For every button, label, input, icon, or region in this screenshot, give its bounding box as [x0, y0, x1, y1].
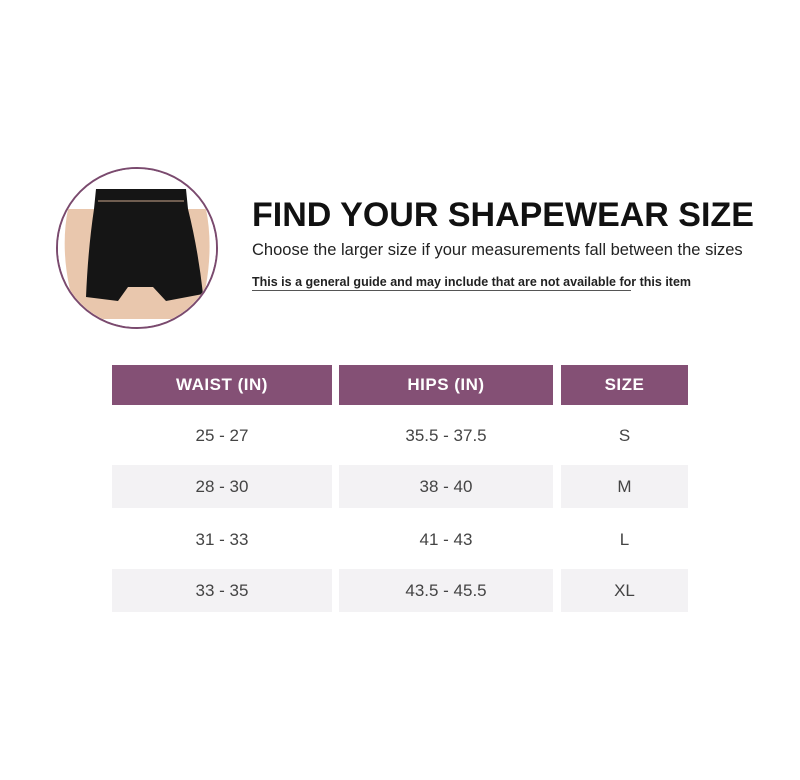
size-cell: S [618, 426, 631, 445]
waist-cell: 25 - 27 [195, 426, 249, 445]
waist-cell: 33 - 35 [112, 569, 332, 612]
hips-cell: 43.5 - 45.5 [339, 569, 553, 612]
disclaimer-rest: r this item [631, 275, 692, 289]
hips-cell: 38 - 40 [339, 465, 553, 508]
size-cell: L [619, 530, 630, 549]
waist-cell: 31 - 33 [195, 530, 249, 549]
shapewear-illustration [58, 169, 216, 327]
disclaimer-note: This is a general guide and may include … [252, 275, 692, 291]
subtitle: Choose the larger size if your measureme… [252, 241, 743, 259]
column-header-waist: WAIST (IN) [112, 365, 332, 405]
disclaimer-underlined: This is a general guide and may include … [252, 275, 632, 291]
column-header-hips: HIPS (IN) [339, 365, 553, 405]
hips-cell: 41 - 43 [419, 530, 473, 549]
waist-cell: 28 - 30 [112, 465, 332, 508]
product-image [56, 167, 218, 329]
page-title: FIND YOUR SHAPEWEAR SIZE [252, 196, 754, 234]
hips-cell: 35.5 - 37.5 [405, 426, 487, 445]
size-cell: XL [561, 569, 688, 612]
size-cell: M [561, 465, 688, 508]
column-header-size: SIZE [561, 365, 688, 405]
